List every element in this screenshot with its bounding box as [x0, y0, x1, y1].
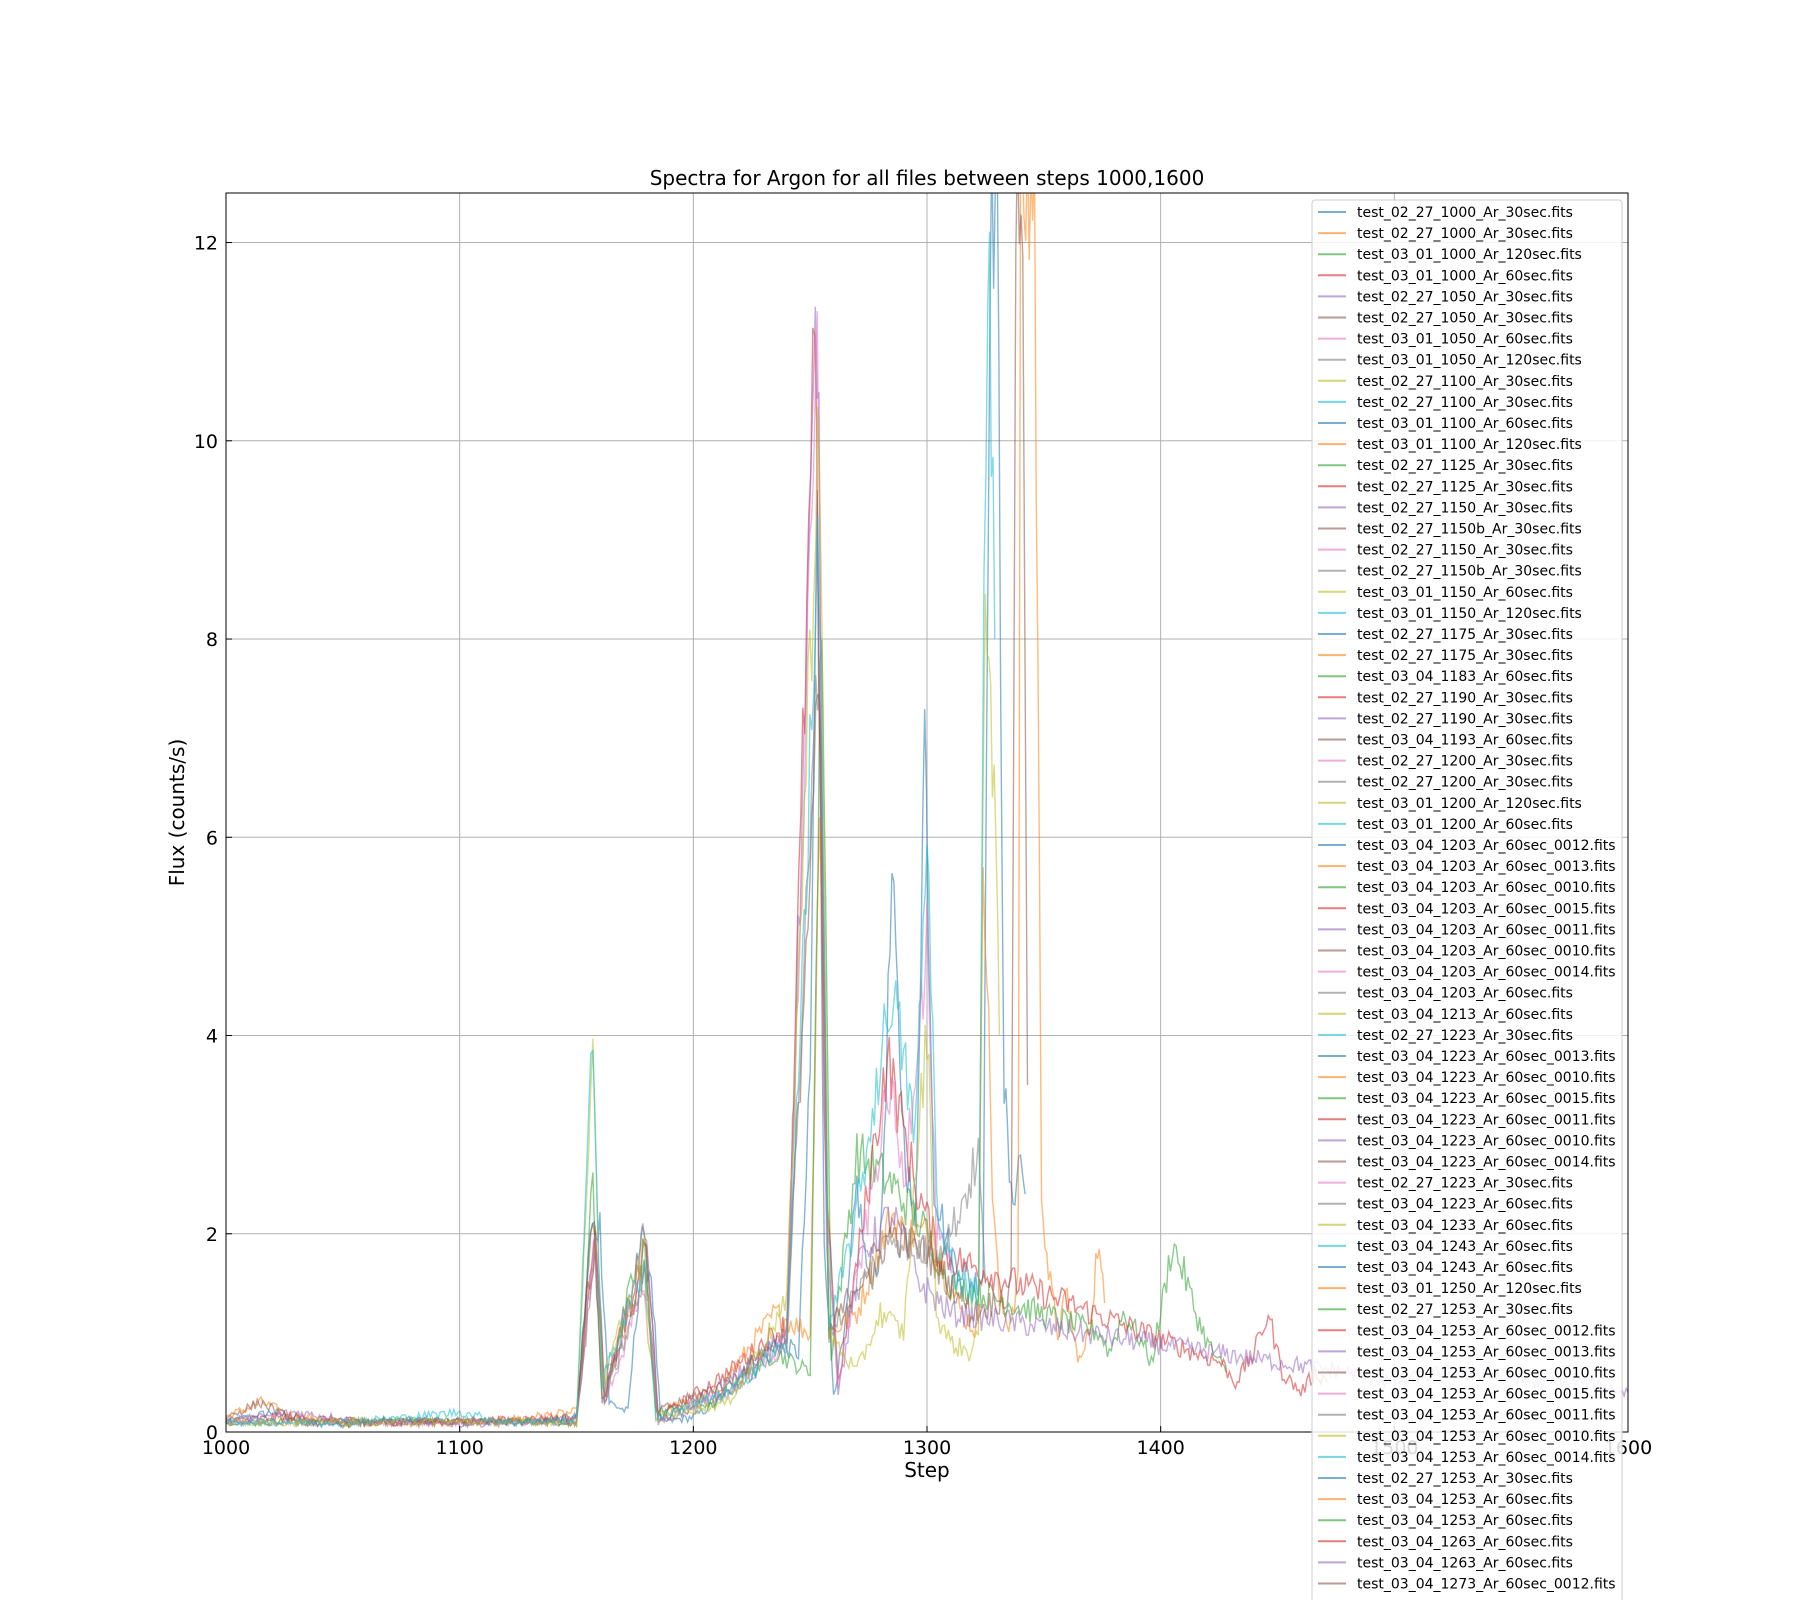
series-line-9	[226, 231, 996, 1428]
legend-entry: test_03_04_1253_Ar_60sec_0013.fits	[1357, 1344, 1616, 1360]
legend-entry: test_03_04_1253_Ar_60sec_0010.fits	[1357, 1366, 1616, 1382]
legend-entry: test_03_04_1223_Ar_60sec_0011.fits	[1357, 1112, 1616, 1128]
legend-entry: test_03_04_1203_Ar_60sec_0013.fits	[1357, 859, 1616, 875]
legend-entry: test_03_04_1253_Ar_60sec_0012.fits	[1357, 1323, 1616, 1339]
y-axis-label: Flux (counts/s)	[165, 739, 189, 887]
legend-entry: test_03_04_1253_Ar_60sec.fits	[1357, 1513, 1573, 1529]
legend-entry: test_03_04_1203_Ar_60sec_0015.fits	[1357, 901, 1616, 917]
legend-entry: test_03_01_1050_Ar_60sec.fits	[1357, 332, 1573, 348]
legend-entry: test_03_04_1273_Ar_60sec_0012.fits	[1357, 1577, 1616, 1593]
legend-entry: test_03_04_1233_Ar_60sec.fits	[1357, 1218, 1573, 1234]
y-tick-label: 8	[206, 629, 218, 651]
legend-entry: test_03_04_1223_Ar_60sec_0010.fits	[1357, 1070, 1616, 1086]
legend-entry: test_03_04_1243_Ar_60sec.fits	[1357, 1260, 1573, 1276]
legend-entry: test_02_27_1190_Ar_30sec.fits	[1357, 690, 1573, 706]
legend-entry: test_03_04_1203_Ar_60sec_0011.fits	[1357, 922, 1616, 938]
legend-entry: test_03_01_1000_Ar_60sec.fits	[1357, 268, 1573, 284]
legend-entry: test_03_04_1253_Ar_60sec_0011.fits	[1357, 1408, 1616, 1424]
legend-entry: test_02_27_1150b_Ar_30sec.fits	[1357, 564, 1582, 580]
legend-entry: test_02_27_1125_Ar_30sec.fits	[1357, 458, 1573, 474]
y-tick-label: 2	[206, 1224, 218, 1246]
legend-entry: test_03_01_1150_Ar_60sec.fits	[1357, 585, 1573, 601]
legend-entry: test_02_27_1050_Ar_30sec.fits	[1357, 289, 1573, 305]
legend-entry: test_03_04_1203_Ar_60sec_0012.fits	[1357, 838, 1616, 854]
legend-entry: test_03_04_1223_Ar_60sec_0013.fits	[1357, 1049, 1616, 1065]
legend-entry: test_03_04_1243_Ar_60sec.fits	[1357, 1239, 1573, 1255]
x-tick-label: 1100	[435, 1437, 483, 1459]
legend-entry: test_03_01_1100_Ar_120sec.fits	[1357, 437, 1582, 453]
legend-entry: test_02_27_1100_Ar_30sec.fits	[1357, 395, 1573, 411]
x-axis-label: Step	[904, 1458, 950, 1482]
y-axis: 0 2 4 6 8 10 12	[194, 233, 232, 1444]
y-tick-label: 12	[194, 233, 218, 255]
legend-entry: test_03_04_1253_Ar_60sec_0010.fits	[1357, 1429, 1616, 1445]
legend: test_02_27_1000_Ar_30sec.fits test_02_27_…	[1311, 199, 1623, 1600]
legend-entry: test_02_27_1223_Ar_30sec.fits	[1357, 1176, 1573, 1192]
legend-entry: test_03_04_1203_Ar_60sec_0014.fits	[1357, 965, 1616, 981]
legend-entry: test_03_04_1193_Ar_60sec.fits	[1357, 733, 1573, 749]
legend-entry: test_03_01_1150_Ar_120sec.fits	[1357, 606, 1582, 622]
legend-entry: test_02_27_1125_Ar_30sec.fits	[1357, 479, 1573, 495]
y-tick-label: 4	[206, 1026, 218, 1048]
legend-entry: test_02_27_1000_Ar_30sec.fits	[1357, 205, 1573, 221]
legend-entry: test_03_01_1200_Ar_60sec.fits	[1357, 817, 1573, 833]
x-tick-label: 1200	[669, 1437, 717, 1459]
legend-entry: test_03_04_1263_Ar_60sec.fits	[1357, 1555, 1573, 1571]
legend-entry: test_02_27_1000_Ar_30sec.fits	[1357, 226, 1573, 242]
legend-entry: test_03_04_1223_Ar_60sec_0010.fits	[1357, 1133, 1616, 1149]
legend-entry: test_03_04_1213_Ar_60sec.fits	[1357, 1007, 1573, 1023]
legend-entry: test_02_27_1200_Ar_30sec.fits	[1357, 754, 1573, 770]
legend-entry: test_03_04_1203_Ar_60sec.fits	[1357, 986, 1573, 1002]
legend-entry: test_02_27_1223_Ar_30sec.fits	[1357, 1028, 1573, 1044]
legend-entry: test_03_01_1050_Ar_120sec.fits	[1357, 353, 1582, 369]
legend-entry: test_03_01_1250_Ar_120sec.fits	[1357, 1281, 1582, 1297]
data-traces	[226, 193, 1628, 1430]
legend-entry: test_02_27_1175_Ar_30sec.fits	[1357, 627, 1573, 643]
y-tick-label: 0	[206, 1422, 218, 1444]
legend-entry: test_02_27_1150_Ar_30sec.fits	[1357, 543, 1573, 559]
legend-entry: test_03_04_1203_Ar_60sec_0010.fits	[1357, 944, 1616, 960]
legend-entry: test_02_27_1150_Ar_30sec.fits	[1357, 500, 1573, 516]
x-tick-label: 1300	[903, 1437, 951, 1459]
x-tick-label: 1400	[1136, 1437, 1184, 1459]
legend-entry: test_02_27_1150b_Ar_30sec.fits	[1357, 522, 1582, 538]
chart-title: Spectra for Argon for all files between …	[650, 166, 1205, 190]
legend-entry: test_03_04_1253_Ar_60sec_0015.fits	[1357, 1387, 1616, 1403]
legend-entry: test_03_01_1000_Ar_120sec.fits	[1357, 247, 1582, 263]
legend-entry: test_03_04_1263_Ar_60sec.fits	[1357, 1534, 1573, 1550]
legend-entry: test_03_01_1200_Ar_120sec.fits	[1357, 796, 1582, 812]
legend-entry: test_02_27_1190_Ar_30sec.fits	[1357, 711, 1573, 727]
legend-entry: test_02_27_1050_Ar_30sec.fits	[1357, 311, 1573, 327]
legend-entry: test_02_27_1175_Ar_30sec.fits	[1357, 648, 1573, 664]
legend-entry: test_02_27_1253_Ar_30sec.fits	[1357, 1302, 1573, 1318]
y-tick-label: 10	[194, 431, 218, 453]
legend-entry: test_03_04_1223_Ar_60sec_0014.fits	[1357, 1155, 1616, 1171]
legend-box	[1311, 199, 1623, 1600]
legend-entry: test_03_04_1253_Ar_60sec_0014.fits	[1357, 1450, 1616, 1466]
legend-entry: test_03_04_1253_Ar_60sec.fits	[1357, 1492, 1573, 1508]
legend-entry: test_03_04_1223_Ar_60sec_0015.fits	[1357, 1091, 1616, 1107]
legend-entry: test_03_04_1203_Ar_60sec_0010.fits	[1357, 880, 1616, 896]
legend-entry: test_03_01_1100_Ar_60sec.fits	[1357, 416, 1573, 432]
x-tick-label: 1000	[202, 1437, 250, 1459]
y-tick-label: 6	[206, 827, 218, 849]
legend-entry: test_03_04_1223_Ar_60sec.fits	[1357, 1197, 1573, 1213]
legend-entry: test_02_27_1100_Ar_30sec.fits	[1357, 374, 1573, 390]
legend-entry: test_03_04_1183_Ar_60sec.fits	[1357, 669, 1573, 685]
legend-entry: test_02_27_1253_Ar_30sec.fits	[1357, 1471, 1573, 1487]
legend-entry: test_02_27_1200_Ar_30sec.fits	[1357, 775, 1573, 791]
